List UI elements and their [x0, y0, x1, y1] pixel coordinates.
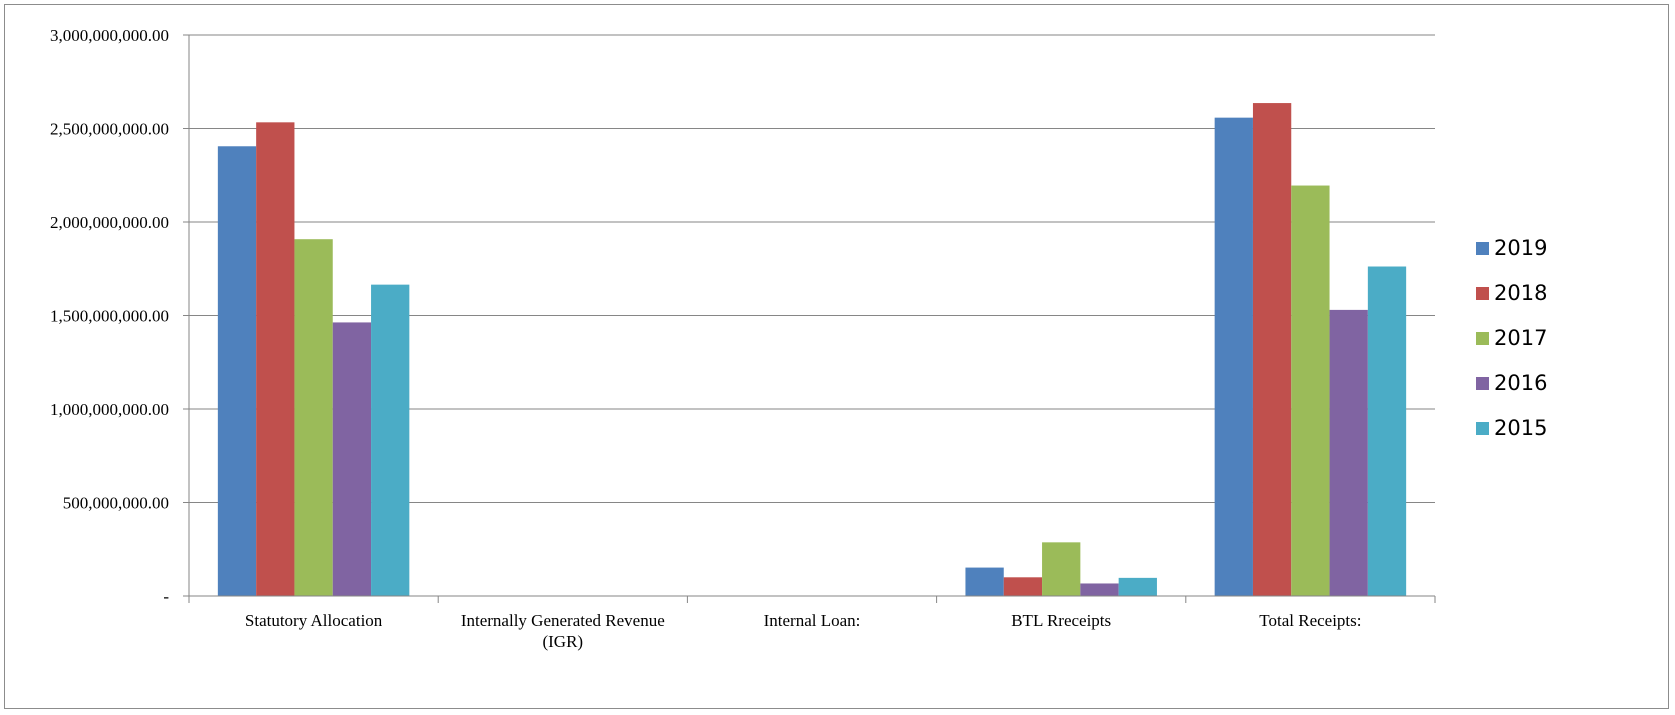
- bar-2018: [1252, 103, 1292, 597]
- axes: [183, 34, 1436, 603]
- bar-2019: [217, 146, 257, 596]
- bar-2018: [1003, 577, 1043, 596]
- legend-label: 2019: [1494, 236, 1547, 260]
- x-axis-labels: Statutory Allocation Internally Generated…: [245, 611, 1362, 651]
- bar-2019: [965, 567, 1004, 596]
- bar-2017: [1291, 185, 1330, 596]
- legend-label: 2018: [1494, 281, 1547, 305]
- y-tick-label: 2,500,000,000.00: [50, 120, 169, 139]
- bar-2017: [294, 239, 333, 597]
- legend-swatch: [1476, 377, 1489, 390]
- legend-item: 2019: [1476, 236, 1547, 260]
- bar-chart: - 500,000,000.00 1,000,000,000.00 1,500,000…: [50, 26, 1547, 651]
- bar-2017: [1042, 542, 1081, 596]
- bar-2015: [1367, 266, 1407, 596]
- y-axis-ticks: - 500,000,000.00 1,000,000,000.00 1,500,000…: [50, 26, 169, 606]
- x-category-label: Total Receipts:: [1259, 611, 1361, 630]
- legend-label: 2015: [1494, 416, 1547, 440]
- legend-swatch: [1476, 332, 1489, 345]
- x-category-label: Internal Loan:: [764, 611, 861, 630]
- legend-item: 2018: [1476, 281, 1547, 305]
- legend-item: 2016: [1476, 371, 1547, 395]
- bar-2016: [1329, 309, 1368, 596]
- y-tick-label: 1,500,000,000.00: [50, 307, 169, 326]
- legend: 2019 2018 2017 2016 2015: [1476, 236, 1547, 440]
- legend-item: 2017: [1476, 326, 1547, 350]
- bar-2016: [332, 322, 372, 596]
- legend-label: 2017: [1494, 326, 1547, 350]
- bar-2016: [1080, 583, 1119, 596]
- legend-swatch: [1476, 287, 1489, 300]
- bar-2015: [1118, 577, 1157, 596]
- y-tick-label: 500,000,000.00: [63, 494, 169, 513]
- y-tick-label: -: [163, 587, 169, 606]
- y-tick-label: 1,000,000,000.00: [50, 400, 169, 419]
- legend-swatch: [1476, 422, 1489, 435]
- chart-area: - 500,000,000.00 1,000,000,000.00 1,500,000…: [4, 4, 1669, 709]
- x-category-label: Statutory Allocation: [245, 611, 383, 630]
- bar-2018: [256, 122, 295, 596]
- bars: [217, 103, 1407, 597]
- y-tick-label: 3,000,000,000.00: [50, 26, 169, 45]
- legend-item: 2015: [1476, 416, 1547, 440]
- x-category-label: (IGR): [542, 632, 583, 651]
- y-tick-label: 2,000,000,000.00: [50, 213, 169, 232]
- x-category-label: BTL Rreceipts: [1011, 611, 1111, 630]
- x-category-label: Internally Generated Revenue: [461, 611, 665, 630]
- legend-swatch: [1476, 242, 1489, 255]
- legend-label: 2016: [1494, 371, 1547, 395]
- bar-2019: [1214, 117, 1253, 597]
- bar-2015: [371, 284, 410, 596]
